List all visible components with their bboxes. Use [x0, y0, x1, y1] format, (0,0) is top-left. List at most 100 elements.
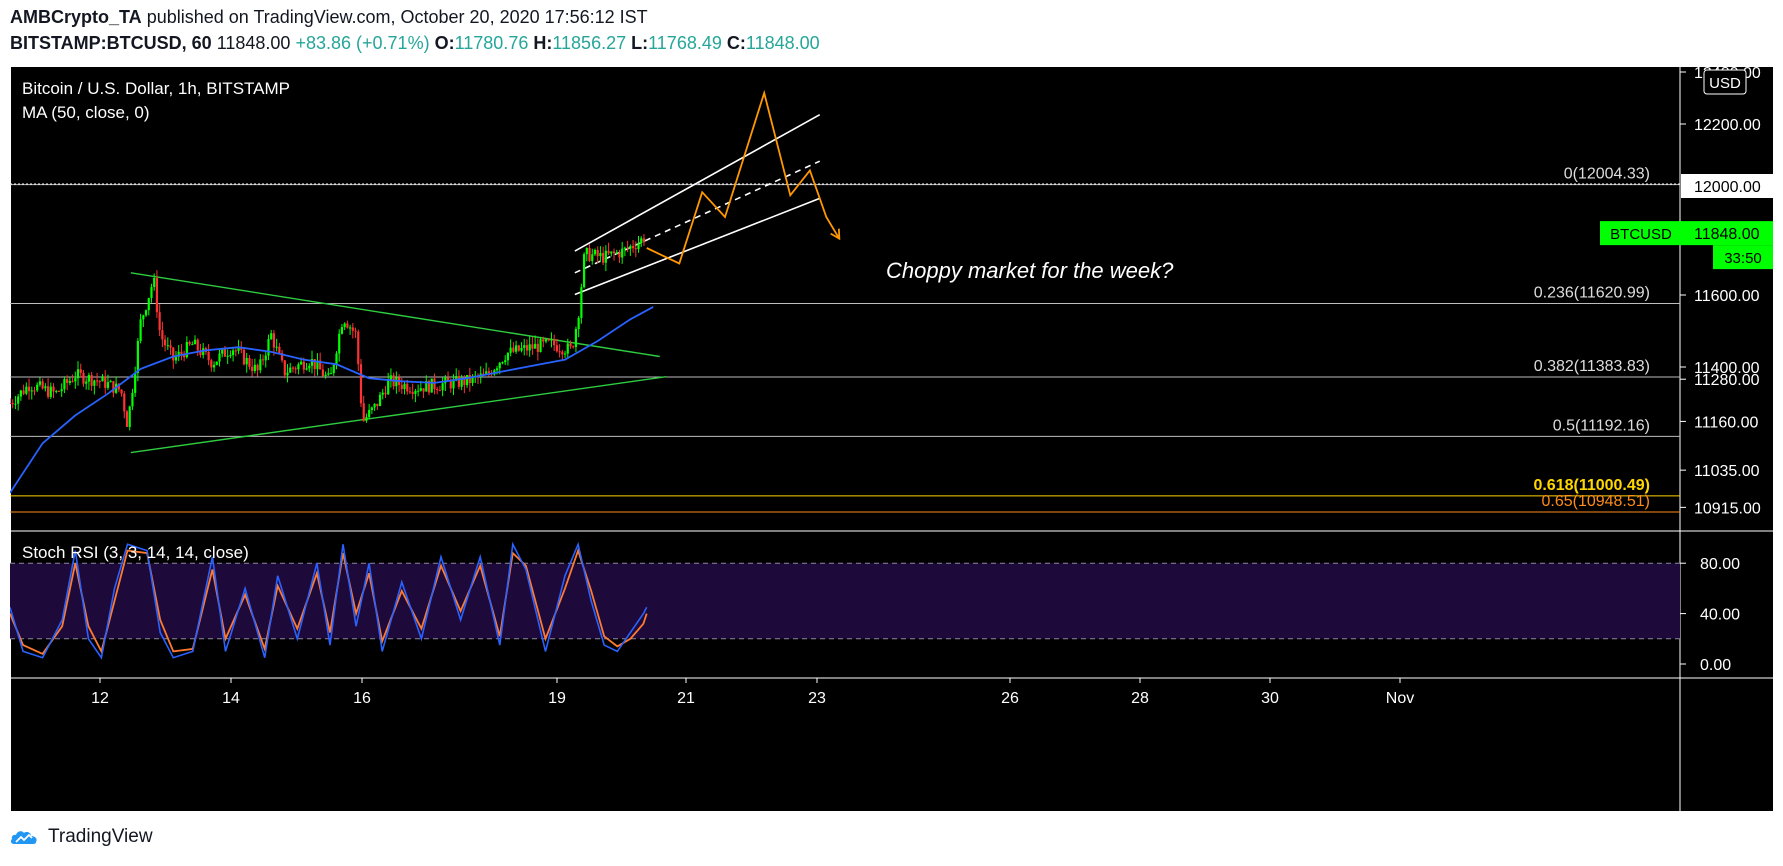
candle-body: [634, 248, 637, 250]
channel-line-1[interactable]: [574, 160, 821, 274]
level-12000-box: [1681, 174, 1773, 198]
candle-body: [210, 360, 213, 368]
candle-body: [313, 359, 316, 370]
chart-panel[interactable]: 0(12004.33) 0.236(11620.99) 0.382(11383.83…: [8, 65, 1774, 812]
candle-body: [242, 349, 246, 365]
candle-body: [106, 382, 110, 388]
triangle-line-1[interactable]: [130, 375, 667, 454]
candle-body: [495, 368, 499, 371]
candle-body: [245, 358, 248, 365]
candle-body: [66, 379, 69, 383]
x-tick-3: 19: [548, 690, 566, 707]
candle-body: [460, 377, 463, 387]
publisher-name[interactable]: AMBCrypto_TA: [10, 7, 142, 27]
channel-line-0[interactable]: [574, 114, 821, 252]
candle-body: [215, 361, 218, 365]
candle-body: [46, 386, 50, 397]
ma-line: [9, 306, 654, 494]
candle-body: [566, 343, 569, 354]
candle-body: [136, 341, 139, 374]
candle-body: [229, 355, 232, 357]
candle-body: [63, 379, 66, 390]
stoch-k-line: [9, 541, 648, 660]
candle-body: [294, 368, 297, 370]
candle-body: [280, 352, 284, 361]
candle-body: [343, 323, 346, 328]
candle-body: [547, 339, 550, 341]
footer-brand[interactable]: TradingView: [10, 826, 153, 848]
currency-badge[interactable]: USD: [1703, 69, 1747, 95]
candle-body: [542, 339, 545, 342]
candle-body: [544, 339, 548, 342]
candle-body: [593, 249, 597, 255]
candle-body: [163, 339, 167, 346]
candle-body: [403, 383, 406, 390]
stoch-legend[interactable]: Stoch RSI (3, 3, 14, 14, close): [22, 543, 249, 562]
candle-body: [30, 390, 33, 392]
projection-path[interactable]: [646, 89, 841, 265]
candle-body: [25, 386, 28, 394]
candle-body: [408, 391, 412, 393]
candle-body: [289, 367, 292, 373]
candle-body: [153, 277, 156, 288]
candle-body: [82, 372, 85, 384]
candle-body: [449, 381, 452, 389]
candle-body: [41, 381, 44, 389]
candle-body: [109, 381, 112, 383]
candle-body: [117, 383, 120, 390]
candle-body: [101, 376, 104, 382]
candle-body: [158, 312, 161, 331]
candle-body: [629, 246, 632, 249]
candle-body: [436, 388, 439, 391]
candle-body: [316, 360, 319, 370]
candle-body: [95, 380, 99, 382]
candle-body: [400, 384, 403, 390]
candle-body: [430, 378, 433, 393]
low-value: 11768.49: [648, 33, 722, 53]
stoch-tick-0: 80.00: [1700, 556, 1740, 573]
candle-body: [191, 344, 194, 346]
candle-body: [615, 252, 618, 254]
candle-body: [591, 254, 594, 261]
candle-body: [196, 339, 199, 351]
candle-body: [169, 345, 172, 348]
chart-frame: [10, 66, 1774, 812]
candle-body: [240, 348, 243, 350]
chart-canvas[interactable]: 0(12004.33) 0.236(11620.99) 0.382(11383.83…: [8, 65, 1774, 812]
candle-body: [340, 327, 344, 334]
candle-body: [550, 339, 553, 341]
candle-body: [188, 341, 191, 345]
candle-body: [226, 355, 229, 357]
candle-body: [512, 347, 515, 352]
channel-line-2[interactable]: [574, 197, 821, 296]
candle-body: [504, 360, 507, 363]
triangle-line-0[interactable]: [130, 272, 660, 358]
stoch-tick-2: 0.00: [1700, 657, 1731, 674]
candle-body: [354, 330, 357, 332]
candle-body: [452, 379, 455, 389]
candle-body: [368, 409, 371, 418]
symbol-label: BITSTAMP:BTCUSD, 60: [10, 33, 212, 53]
candle-body: [17, 396, 20, 404]
candle-body: [212, 364, 216, 368]
ma-legend[interactable]: MA (50, close, 0): [22, 103, 150, 122]
candle-body: [49, 386, 52, 397]
y-tick-8: 10915.00: [1694, 500, 1761, 517]
projection-arrowhead: [830, 228, 841, 241]
candle-body: [11, 403, 14, 405]
candle-body: [44, 386, 47, 389]
candle-body: [120, 389, 123, 394]
candle-body: [563, 353, 567, 355]
y-tick-6: 11160.00: [1694, 414, 1758, 431]
symbol-tag-label: BTCUSD: [1610, 226, 1672, 243]
candle-body: [582, 254, 586, 288]
candle-body: [349, 327, 352, 329]
x-tick-4: 21: [677, 690, 695, 707]
last-price-tag[interactable]: BTCUSD 11848.00 33:50: [1600, 221, 1773, 270]
candle-body: [569, 343, 572, 347]
candle-body: [90, 375, 93, 386]
candle-body: [455, 376, 458, 380]
candle-body: [104, 376, 107, 388]
candle-body: [536, 343, 539, 352]
candle-body: [264, 355, 267, 361]
